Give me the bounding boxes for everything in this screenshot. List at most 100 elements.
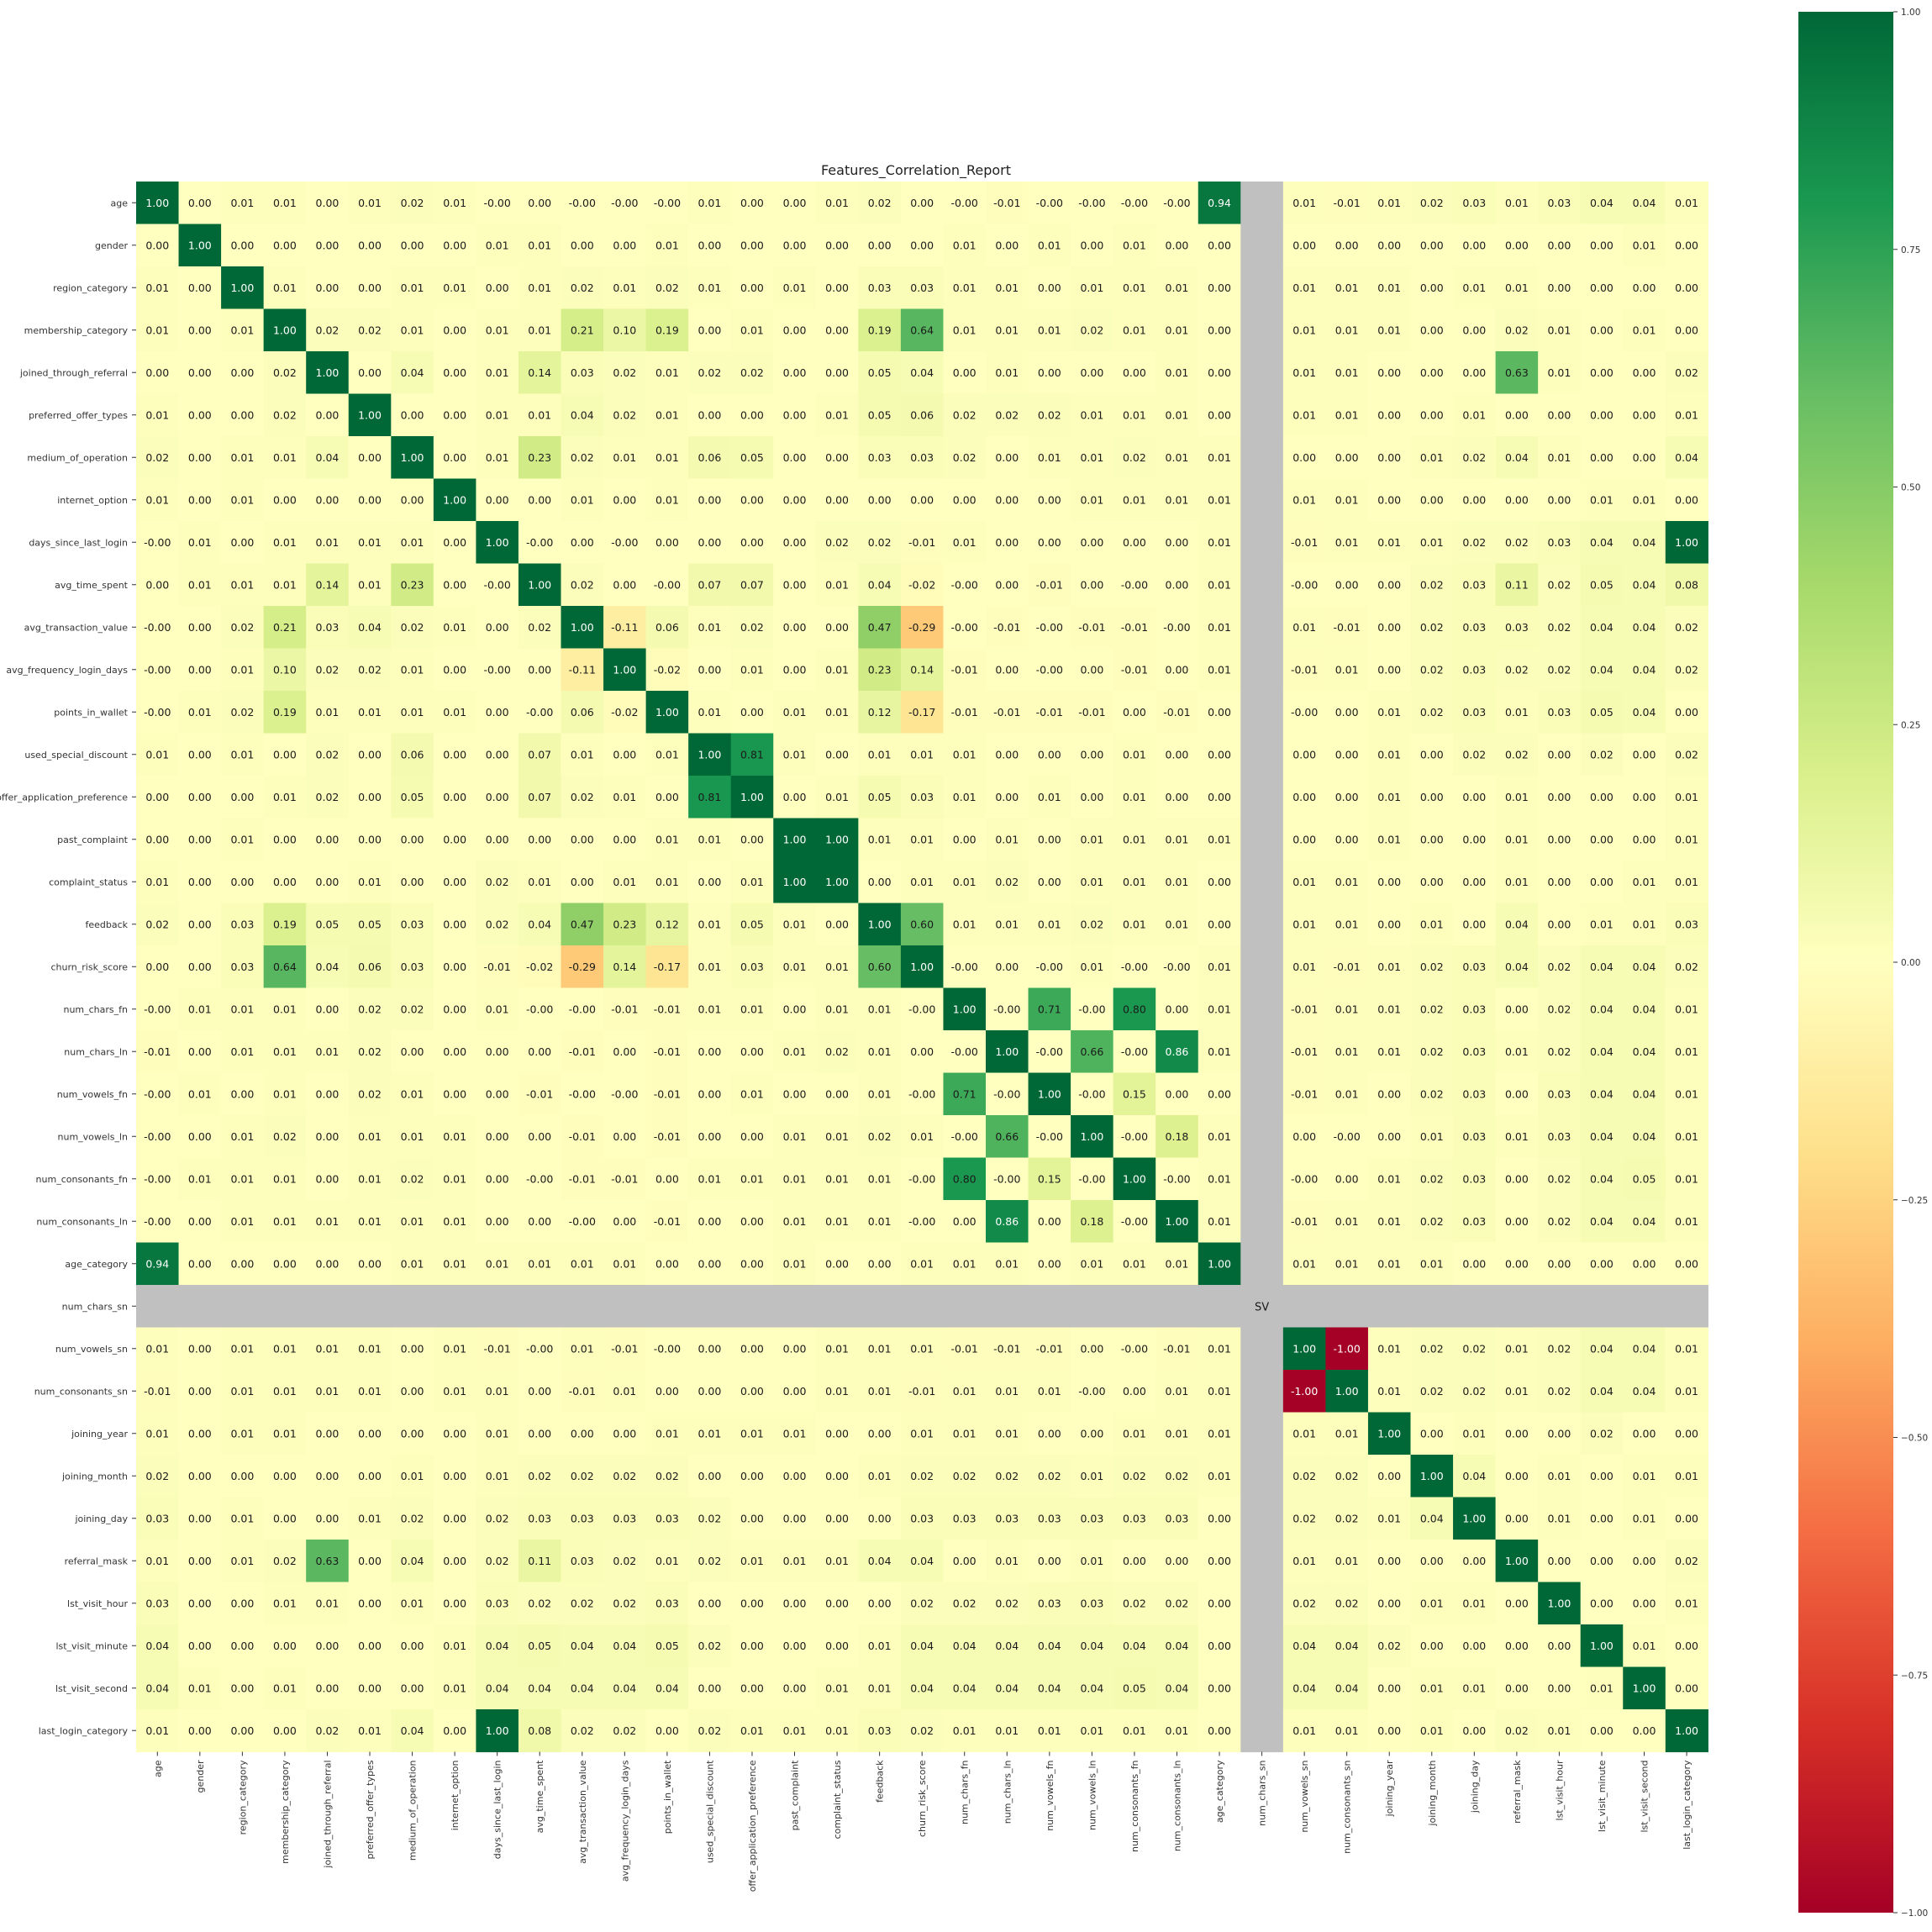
cell-value-label: 1.00 xyxy=(783,833,807,845)
heatmap-cell xyxy=(1156,1242,1199,1286)
heatmap-cell xyxy=(1410,1666,1454,1710)
cell-value-label: -0.00 xyxy=(1036,1045,1063,1058)
heatmap-cell xyxy=(1071,1157,1114,1201)
heatmap-cell xyxy=(1156,1115,1199,1159)
cell-value-label: 0.00 xyxy=(1123,706,1146,719)
heatmap-cell xyxy=(1113,733,1156,776)
heatmap-cell xyxy=(1453,1370,1497,1413)
heatmap-cell xyxy=(730,351,774,395)
cell-value-label: -0.01 xyxy=(951,706,978,719)
cell-value-label: 0.00 xyxy=(1080,663,1103,676)
heatmap-cell xyxy=(1325,1455,1369,1498)
cell-value-label: 0.01 xyxy=(1377,1512,1401,1524)
cell-value-label: 0.00 xyxy=(1633,1555,1656,1567)
heatmap-cell xyxy=(476,1455,519,1498)
heatmap-cell xyxy=(858,818,902,861)
cell-value-label: 0.02 xyxy=(698,1512,721,1524)
heatmap-cell xyxy=(1453,606,1497,650)
cell-value-label: 0.01 xyxy=(145,1427,169,1440)
x-tick-label-avg-time-spent: avg_time_spent xyxy=(534,1760,545,1834)
cell-value-label: 0.00 xyxy=(188,918,212,930)
heatmap-cell xyxy=(1623,776,1666,819)
cell-value-label: 0.01 xyxy=(273,282,297,294)
cell-value-label: 0.04 xyxy=(571,1640,594,1652)
cell-value-label: 0.03 xyxy=(1547,536,1571,549)
cell-value-label: -0.00 xyxy=(144,1130,171,1143)
cell-value-label: 0.00 xyxy=(1505,1257,1529,1270)
heatmap-cell xyxy=(1623,521,1666,565)
heatmap-cell xyxy=(1071,563,1114,607)
heatmap-cell xyxy=(348,1540,392,1583)
heatmap-cell xyxy=(645,182,689,225)
heatmap-cell xyxy=(688,182,732,225)
cell-value-label: 0.00 xyxy=(188,1640,212,1652)
heatmap-cell xyxy=(1410,606,1454,650)
heatmap-cell xyxy=(561,478,604,522)
heatmap-cell xyxy=(1028,436,1071,480)
heatmap-cell xyxy=(645,1540,689,1583)
cell-value-label: 0.00 xyxy=(1590,833,1614,845)
cell-value-label: 0.02 xyxy=(401,1512,424,1524)
heatmap-cell xyxy=(858,182,902,225)
cell-value-label: 0.00 xyxy=(1590,239,1614,251)
cell-value-label: 0.01 xyxy=(1038,918,1061,930)
heatmap-cell xyxy=(1282,224,1326,267)
cell-value-label: 0.00 xyxy=(145,366,169,379)
heatmap-cell xyxy=(730,1200,774,1244)
heatmap-cell xyxy=(1367,1412,1412,1456)
heatmap-cell xyxy=(518,1540,562,1583)
heatmap-cell xyxy=(730,776,774,819)
heatmap-cell xyxy=(688,861,732,904)
cell-value-label: 0.01 xyxy=(1420,1257,1444,1270)
cell-value-label: 0.01 xyxy=(740,1555,764,1567)
heatmap-cell xyxy=(391,563,434,607)
heatmap-cell xyxy=(561,1666,604,1710)
cell-value-label: 0.01 xyxy=(825,578,849,591)
heatmap-cell xyxy=(858,648,902,692)
heatmap-cell xyxy=(1538,1582,1582,1625)
heatmap-cell xyxy=(306,606,350,650)
heatmap-cell xyxy=(178,1200,222,1244)
cell-value-label: 0.04 xyxy=(1590,1130,1614,1143)
heatmap-cell xyxy=(1453,393,1497,437)
y-tick-label-gender: gender xyxy=(95,240,128,251)
cell-value-label: 0.00 xyxy=(1377,1597,1401,1609)
cell-value-label: 0.00 xyxy=(1590,1555,1614,1567)
cell-value-label: 0.01 xyxy=(1505,876,1529,888)
heatmap-cell xyxy=(1113,1412,1156,1456)
cell-value-label: 1.00 xyxy=(1462,1512,1486,1524)
cell-value-label: 1.00 xyxy=(1335,1385,1359,1398)
heatmap-cell xyxy=(986,182,1029,225)
cell-value-label: 0.02 xyxy=(1505,324,1529,336)
cell-value-label: 0.66 xyxy=(1080,1045,1103,1058)
cell-value-label: 0.00 xyxy=(1377,1555,1401,1567)
cell-value-label: 0.00 xyxy=(910,493,934,506)
heatmap-cell xyxy=(1198,521,1241,565)
heatmap-cell xyxy=(730,691,774,734)
heatmap-cell xyxy=(433,691,476,734)
heatmap-cell xyxy=(1198,1327,1241,1371)
heatmap-cell xyxy=(645,606,689,650)
cell-value-label: 0.01 xyxy=(273,1087,297,1100)
heatmap-cell xyxy=(1453,818,1497,861)
heatmap-cell xyxy=(1538,224,1582,267)
heatmap-cell xyxy=(603,1370,647,1413)
heatmap-cell xyxy=(815,733,859,776)
cell-value-label: 0.00 xyxy=(188,451,212,464)
heatmap-cell xyxy=(1410,351,1454,395)
cell-value-label: 0.01 xyxy=(910,833,934,845)
cell-value-label: 0.00 xyxy=(740,1130,764,1143)
heatmap-cell xyxy=(1156,733,1199,776)
cell-value-label: 0.02 xyxy=(316,324,340,336)
cell-value-label: 0.04 xyxy=(1590,1342,1614,1355)
heatmap-cell xyxy=(603,1709,647,1753)
heatmap-cell xyxy=(433,1200,476,1244)
heatmap-cell xyxy=(1198,563,1241,607)
heatmap-cell xyxy=(1453,351,1497,395)
heatmap-cell xyxy=(136,1157,180,1201)
heatmap-cell xyxy=(603,182,647,225)
heatmap-cell xyxy=(730,606,774,650)
cell-value-label: 0.01 xyxy=(230,1385,254,1398)
heatmap-cell xyxy=(943,1200,987,1244)
cell-value-label: 0.01 xyxy=(1377,324,1401,336)
